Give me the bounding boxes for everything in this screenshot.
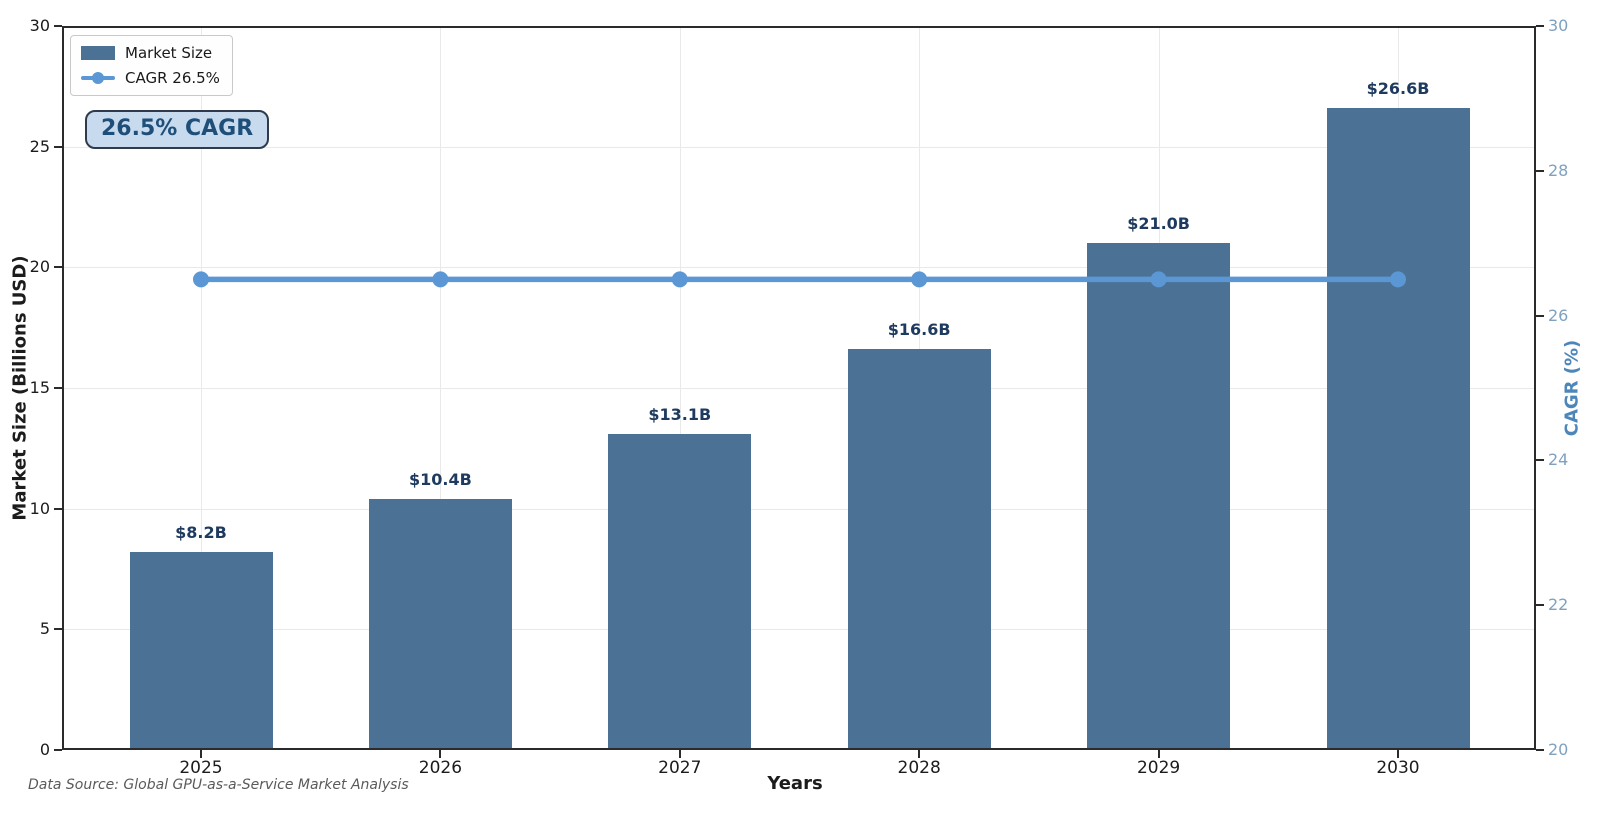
- y-tick-left: [54, 25, 62, 27]
- y-tick-left: [54, 266, 62, 269]
- gridline-vertical: [440, 26, 442, 750]
- x-tick-label: 2026: [418, 758, 463, 778]
- cagr-marker-2027: [671, 271, 688, 288]
- bar-value-label: $10.4B: [408, 470, 472, 489]
- gridline-vertical: [201, 26, 202, 750]
- right-axis-title: CAGR (%): [1561, 339, 1583, 437]
- legend-bar-swatch: [81, 46, 115, 60]
- legend-line-marker: [92, 72, 104, 84]
- cagr-line-layer: [193, 271, 1406, 288]
- bar-value-label: $16.6B: [887, 320, 951, 340]
- x-tick: [918, 750, 921, 758]
- cagr-marker-2029: [1150, 271, 1167, 288]
- x-tick-label: 2028: [897, 758, 941, 778]
- bar-2029: [1087, 243, 1231, 750]
- x-axis-title: Years: [767, 773, 823, 794]
- legend-item-cagr-26-5-: CAGR 26.5%: [81, 69, 220, 87]
- y-tick-label-right: 20: [1548, 740, 1569, 759]
- data-source-note: Data Source: Global GPU-as-a-Service Mar…: [28, 777, 409, 793]
- y-tick-label-left: 25: [29, 136, 50, 156]
- y-tick-label-left: 30: [29, 16, 50, 35]
- y-tick-label-right: 30: [1548, 16, 1569, 35]
- y-tick-left: [54, 628, 62, 631]
- x-tick-label: 2030: [1376, 758, 1420, 778]
- y-tick-label-right: 26: [1548, 305, 1569, 325]
- x-tick: [1397, 750, 1399, 758]
- legend-label: CAGR 26.5%: [125, 69, 220, 87]
- y-tick-left: [54, 145, 62, 148]
- y-tick-left: [54, 507, 62, 510]
- gridline-horizontal: [62, 267, 1536, 269]
- gridline-horizontal: [62, 508, 1536, 510]
- y-tick-right: [1536, 25, 1544, 27]
- y-tick-label-left: 5: [39, 619, 50, 639]
- x-tick-label: 2027: [658, 758, 702, 778]
- y-tick-left: [54, 387, 62, 389]
- bar-2030: [1326, 108, 1470, 750]
- y-tick-left: [54, 749, 62, 751]
- y-tick-label-left: 15: [29, 378, 50, 397]
- legend: Market Size CAGR 26.5%: [70, 35, 233, 96]
- cagr-marker-2025: [193, 271, 209, 288]
- y-tick-right: [1536, 314, 1544, 317]
- y-tick-label-left: 20: [29, 257, 50, 277]
- gridline-vertical: [679, 26, 681, 750]
- gridline-horizontal: [62, 146, 1536, 148]
- y-tick-label-right: 28: [1548, 160, 1569, 180]
- y-tick-right: [1536, 169, 1544, 172]
- y-tick-label-left: 10: [29, 498, 50, 518]
- x-tick: [439, 750, 442, 758]
- bar-2028: [847, 349, 991, 750]
- y-tick-label-left: 0: [39, 740, 50, 759]
- x-tick: [678, 750, 681, 758]
- plot-area: $8.2B $10.4B $13.1B $16.6B $21.0B $26.6B Mark…: [62, 26, 1536, 750]
- x-tick: [1157, 750, 1160, 758]
- bar-value-label: $21.0B: [1127, 214, 1190, 234]
- y-tick-right: [1536, 459, 1544, 462]
- legend-item-market-size: Market Size: [81, 44, 220, 62]
- x-tick-label: 2025: [179, 758, 223, 778]
- bar-2027: [608, 433, 752, 750]
- cagr-marker-2028: [911, 271, 928, 288]
- legend-label: Market Size: [125, 44, 213, 62]
- y-tick-right: [1536, 749, 1544, 751]
- cagr-marker-2026: [432, 271, 449, 288]
- bar-value-label: $8.2B: [175, 523, 227, 543]
- x-tick: [200, 750, 202, 758]
- bar-value-label: $26.6B: [1366, 79, 1430, 99]
- bar-value-label: $13.1B: [648, 404, 712, 424]
- y-tick-label-right: 24: [1548, 450, 1569, 470]
- cagr-annotation-badge: 26.5% CAGR: [85, 110, 270, 149]
- bar-2025: [129, 552, 273, 750]
- gridline-horizontal: [62, 629, 1536, 631]
- cagr-marker-2030: [1390, 271, 1406, 288]
- bar-2026: [368, 499, 512, 750]
- y-tick-label-right: 22: [1548, 595, 1569, 615]
- gridline-horizontal: [62, 388, 1536, 389]
- y-tick-right: [1536, 604, 1544, 607]
- legend-line-swatch: [81, 71, 115, 85]
- x-tick-label: 2029: [1136, 758, 1181, 778]
